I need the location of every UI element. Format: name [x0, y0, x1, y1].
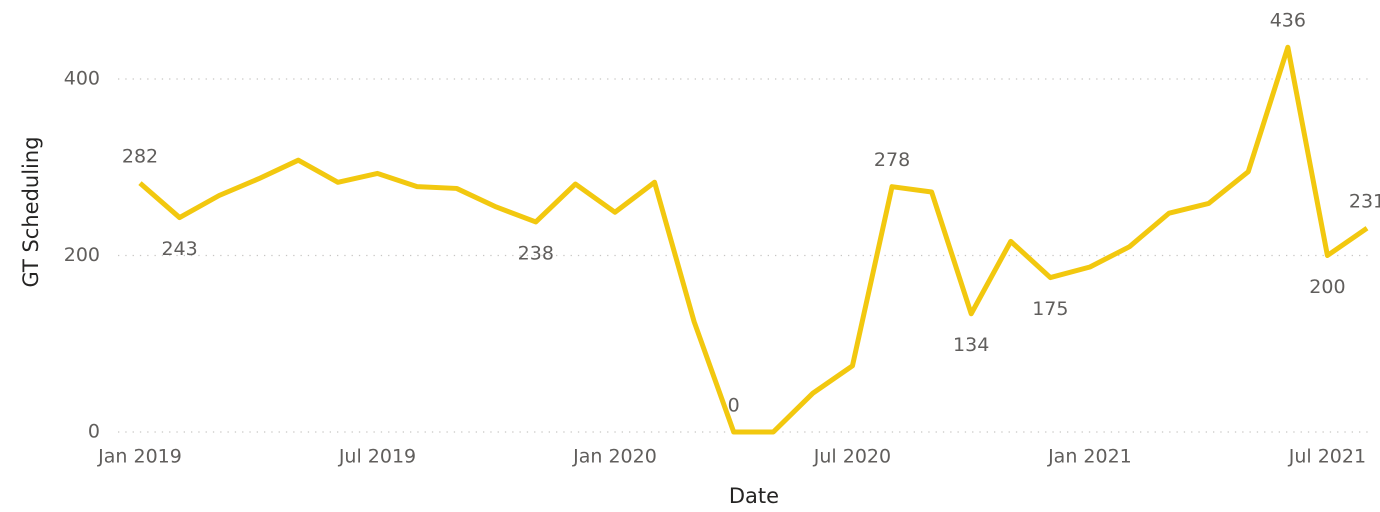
data-label: 282 [122, 146, 158, 168]
data-label: 231 [1349, 191, 1380, 213]
data-label: 0 [728, 395, 740, 417]
data-label: 134 [953, 334, 989, 356]
data-label: 200 [1309, 276, 1345, 298]
data-label: 175 [1032, 298, 1068, 320]
x-tick-label: Jul 2021 [1288, 446, 1366, 468]
y-tick-label: 0 [88, 421, 100, 443]
x-tick-label: Jan 2020 [572, 446, 657, 468]
x-tick-label: Jul 2019 [338, 446, 416, 468]
x-tick-label: Jul 2020 [813, 446, 891, 468]
y-tick-label: 400 [64, 68, 100, 90]
y-tick-label: 200 [64, 244, 100, 266]
x-tick-label: Jan 2021 [1047, 446, 1132, 468]
x-axis-title: Date [729, 484, 779, 508]
data-label: 238 [518, 242, 554, 264]
data-label: 436 [1270, 10, 1306, 32]
line [138, 44, 1369, 435]
data-label: 243 [161, 238, 197, 260]
y-axis-title: GT Scheduling [19, 136, 43, 287]
data-label: 278 [874, 149, 910, 171]
x-tick-label: Jan 2019 [97, 446, 182, 468]
